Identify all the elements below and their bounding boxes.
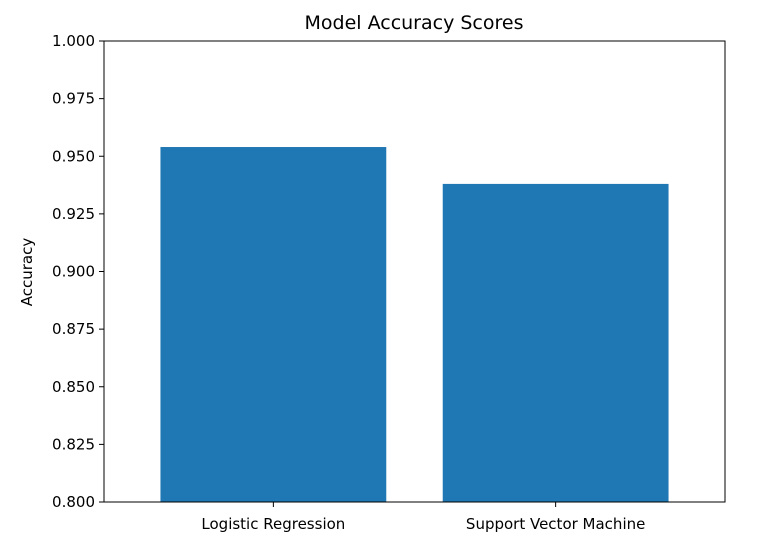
plot-frame bbox=[103, 40, 726, 503]
chart-title: Model Accuracy Scores bbox=[305, 12, 524, 34]
bar-0 bbox=[160, 147, 387, 502]
y-tick-label-8: 1.000 bbox=[52, 32, 95, 50]
y-axis: 0.800 0.825 0.850 0.875 0.900 0.925 0.950 0.975… bbox=[52, 32, 104, 511]
y-axis-title: Accuracy bbox=[18, 238, 36, 307]
x-tick-label-1: Support Vector Machine bbox=[466, 515, 645, 533]
y-tick-label-1: 0.825 bbox=[52, 435, 95, 453]
bar-1 bbox=[442, 183, 669, 502]
x-axis: Logistic Regression Support Vector Machin… bbox=[201, 502, 645, 533]
y-tick-label-0: 0.800 bbox=[52, 493, 95, 511]
y-tick-label-4: 0.900 bbox=[52, 263, 95, 281]
y-tick-label-5: 0.925 bbox=[52, 205, 95, 223]
y-tick-label-2: 0.850 bbox=[52, 378, 95, 396]
x-tick-label-0: Logistic Regression bbox=[201, 515, 345, 533]
y-tick-label-3: 0.875 bbox=[52, 320, 95, 338]
y-tick-label-6: 0.950 bbox=[52, 147, 95, 165]
bars-layer bbox=[160, 147, 669, 502]
y-tick-label-7: 0.975 bbox=[52, 90, 95, 108]
